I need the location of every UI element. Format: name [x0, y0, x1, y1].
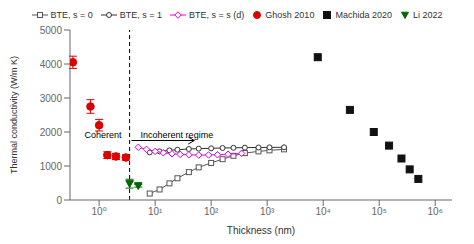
svg-text:Thickness (nm): Thickness (nm)	[227, 225, 295, 236]
html-text:Machida 2020: Machida 2020	[335, 10, 392, 20]
html-text:Li 2022: Li 2022	[412, 10, 443, 20]
svg-text:1000: 1000	[40, 161, 63, 172]
svg-text:10³: 10³	[260, 206, 275, 217]
html-text:BTE, s = 0: BTE, s = 0	[50, 10, 93, 20]
svg-text:10⁶: 10⁶	[428, 206, 443, 217]
svg-text:10⁴: 10⁴	[315, 206, 330, 217]
svg-text:Incoherent regime: Incoherent regime	[141, 130, 214, 140]
svg-text:Coherent: Coherent	[85, 130, 123, 140]
svg-text:10⁵: 10⁵	[372, 206, 387, 217]
svg-text:10⁰: 10⁰	[92, 206, 107, 217]
svg-text:4000: 4000	[40, 59, 63, 70]
html-text:BTE, s = 1: BTE, s = 1	[119, 10, 163, 20]
svg-text:Thermal conductivity (W/m K): Thermal conductivity (W/m K)	[9, 56, 19, 174]
html-text:Ghosh 2010: Ghosh 2010	[265, 10, 315, 20]
svg-text:3000: 3000	[40, 93, 63, 104]
svg-text:0: 0	[56, 195, 62, 206]
svg-text:5000: 5000	[40, 25, 63, 36]
svg-text:2000: 2000	[40, 127, 63, 138]
svg-text:10¹: 10¹	[148, 206, 163, 217]
svg-text:10²: 10²	[204, 206, 219, 217]
html-text:BTE, s = s (d): BTE, s = s (d)	[189, 10, 245, 20]
